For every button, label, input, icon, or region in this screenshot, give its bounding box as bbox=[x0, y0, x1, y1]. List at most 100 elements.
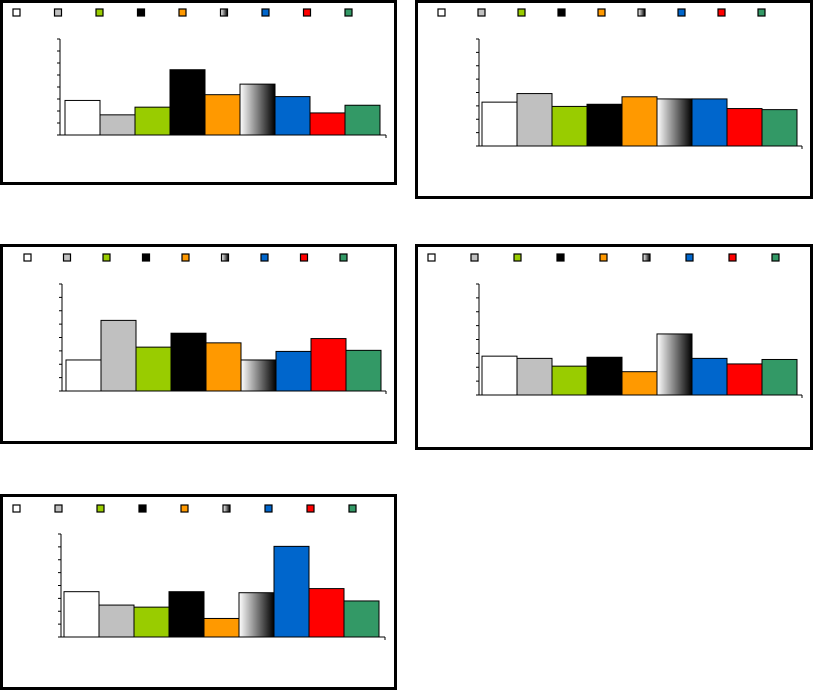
legend-swatch bbox=[301, 254, 308, 261]
legend-swatch bbox=[139, 505, 146, 512]
legend bbox=[438, 9, 765, 16]
bar bbox=[517, 358, 552, 395]
legend-swatch bbox=[13, 9, 20, 16]
legend bbox=[24, 254, 347, 261]
bar bbox=[657, 99, 692, 146]
chart-panel-1 bbox=[0, 0, 397, 185]
bar bbox=[692, 358, 727, 395]
bar bbox=[274, 546, 309, 637]
bar bbox=[762, 110, 797, 146]
legend-swatch bbox=[340, 254, 347, 261]
bar bbox=[552, 106, 587, 146]
legend-swatch bbox=[471, 254, 478, 261]
legend-swatch bbox=[772, 254, 779, 261]
bar bbox=[622, 372, 657, 395]
legend-swatch bbox=[103, 254, 110, 261]
bar bbox=[310, 113, 345, 135]
legend-swatch bbox=[138, 9, 145, 16]
bar bbox=[134, 607, 169, 637]
bar bbox=[692, 99, 727, 146]
legend-swatch bbox=[758, 9, 765, 16]
bar bbox=[136, 347, 171, 391]
legend-swatch bbox=[179, 9, 186, 16]
bar bbox=[66, 360, 101, 391]
bar bbox=[276, 351, 311, 391]
legend-swatch bbox=[518, 9, 525, 16]
chart-panel-4 bbox=[415, 244, 813, 450]
legend-swatch bbox=[221, 9, 228, 16]
legend-swatch bbox=[143, 254, 150, 261]
bar bbox=[170, 70, 205, 135]
bar-chart bbox=[3, 497, 394, 687]
bar-chart bbox=[3, 247, 394, 441]
legend bbox=[13, 9, 352, 16]
bar bbox=[727, 109, 762, 146]
bar-chart bbox=[3, 3, 394, 182]
legend-swatch bbox=[64, 254, 71, 261]
legend-swatch bbox=[558, 9, 565, 16]
legend-swatch bbox=[598, 9, 605, 16]
legend-swatch bbox=[223, 505, 230, 512]
bar bbox=[344, 601, 379, 637]
bar bbox=[241, 360, 276, 391]
bar bbox=[345, 105, 380, 135]
legend-swatch bbox=[600, 254, 607, 261]
bar bbox=[205, 95, 240, 135]
bar-chart bbox=[418, 3, 810, 196]
legend-swatch bbox=[349, 505, 356, 512]
bar bbox=[762, 359, 797, 395]
legend-swatch bbox=[678, 9, 685, 16]
legend-swatch bbox=[514, 254, 521, 261]
bar bbox=[204, 618, 239, 637]
legend bbox=[13, 505, 356, 512]
bar bbox=[346, 350, 381, 391]
bar bbox=[99, 605, 134, 637]
legend-swatch bbox=[222, 254, 229, 261]
legend-swatch bbox=[181, 505, 188, 512]
legend-swatch bbox=[643, 254, 650, 261]
bar-chart bbox=[418, 247, 810, 447]
bar bbox=[482, 102, 517, 146]
bar bbox=[240, 84, 275, 135]
bar bbox=[622, 97, 657, 146]
bar bbox=[482, 356, 517, 395]
legend-swatch bbox=[265, 505, 272, 512]
bar bbox=[100, 115, 135, 135]
legend-swatch bbox=[304, 9, 311, 16]
bar bbox=[657, 334, 692, 395]
legend-swatch bbox=[97, 505, 104, 512]
legend-swatch bbox=[345, 9, 352, 16]
chart-panel-2 bbox=[415, 0, 813, 199]
legend bbox=[428, 254, 779, 261]
legend-swatch bbox=[24, 254, 31, 261]
legend-swatch bbox=[262, 9, 269, 16]
bar bbox=[169, 592, 204, 637]
bar bbox=[311, 339, 346, 391]
legend-swatch bbox=[96, 9, 103, 16]
bar bbox=[135, 107, 170, 135]
bar bbox=[65, 100, 100, 135]
bar bbox=[171, 333, 206, 391]
legend-swatch bbox=[307, 505, 314, 512]
bar bbox=[206, 343, 241, 391]
bar bbox=[727, 364, 762, 395]
legend-swatch bbox=[55, 9, 62, 16]
legend-swatch bbox=[686, 254, 693, 261]
chart-panel-5 bbox=[0, 494, 397, 690]
legend-swatch bbox=[557, 254, 564, 261]
legend-swatch bbox=[638, 9, 645, 16]
legend-swatch bbox=[729, 254, 736, 261]
bar bbox=[309, 589, 344, 637]
legend-swatch bbox=[478, 9, 485, 16]
legend-swatch bbox=[261, 254, 268, 261]
bar bbox=[101, 320, 136, 391]
chart-panel-3 bbox=[0, 244, 397, 444]
bar bbox=[517, 94, 552, 146]
legend-swatch bbox=[428, 254, 435, 261]
legend-swatch bbox=[182, 254, 189, 261]
legend-swatch bbox=[718, 9, 725, 16]
legend-swatch bbox=[55, 505, 62, 512]
legend-swatch bbox=[438, 9, 445, 16]
bar bbox=[552, 366, 587, 395]
bar bbox=[587, 104, 622, 146]
